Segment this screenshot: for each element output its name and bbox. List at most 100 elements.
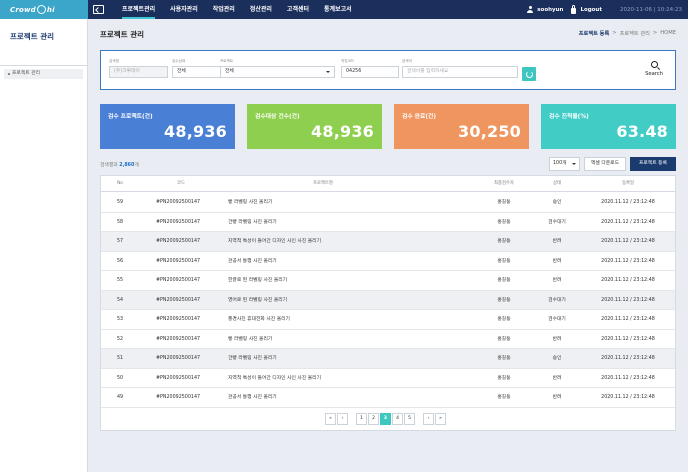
cell-status: 검수대기 bbox=[548, 317, 566, 322]
refresh-icon bbox=[525, 70, 533, 78]
search-label: Search bbox=[645, 71, 663, 77]
cell-owner: 홍길동 bbox=[497, 219, 511, 225]
cell-date: 2020.11.12 / 23:12:48 bbox=[601, 356, 655, 361]
keyword-input[interactable]: 검색어를 입력하세요 bbox=[402, 66, 518, 78]
first-page-button[interactable]: « bbox=[325, 413, 336, 425]
card-label: 검수 프로젝트(건) bbox=[108, 114, 153, 120]
breadcrumb-separator: > bbox=[612, 30, 617, 36]
cell-code: #PN20092500147 bbox=[156, 317, 201, 322]
table-row[interactable]: 52 #PN20092500147 빵 라벨링 사진 올리기 홍길동 반려 2020.11… bbox=[101, 330, 675, 349]
cell-owner: 홍길동 bbox=[497, 317, 511, 322]
cell-status: 반려 bbox=[552, 258, 562, 264]
page-button-3[interactable]: 3 bbox=[380, 413, 391, 425]
cell-owner: 홍길동 bbox=[497, 200, 511, 205]
page-button-5[interactable]: 5 bbox=[404, 413, 415, 425]
card-value: 48,936 bbox=[164, 122, 227, 141]
cell-date: 2020.11.12 / 23:12:48 bbox=[601, 258, 655, 264]
breadcrumb-home[interactable]: HOME bbox=[660, 30, 676, 36]
field-project: 프로젝트 전체 bbox=[220, 59, 335, 78]
card-label: 검수 완료(건) bbox=[402, 114, 436, 120]
nav-project-management[interactable]: 프로젝트관리 bbox=[122, 0, 156, 19]
cell-project-name: 빵 라벨링 사진 올리기 bbox=[228, 200, 273, 205]
menu-toggle-icon[interactable] bbox=[93, 5, 104, 14]
table-row[interactable]: 56 #PN20092500147 관공서 통행 사진 올리기 홍길동 반려 2020.1… bbox=[101, 252, 675, 271]
cell-date: 2020.11.12 / 23:12:48 bbox=[601, 297, 655, 303]
logo-text-left: Crowd bbox=[10, 5, 36, 14]
user-name[interactable]: soohyun bbox=[537, 6, 564, 13]
excel-download-button[interactable]: 엑셀 다운로드 bbox=[584, 157, 626, 171]
search-panel: 검색명 (주)크루데이 검수상태 전체 프로젝트 전체 작업코드 04256 검… bbox=[100, 50, 676, 90]
task-code-input[interactable]: 04256 bbox=[341, 66, 399, 78]
next-page-button[interactable]: › bbox=[423, 413, 434, 425]
review-status-value: 전체 bbox=[177, 69, 186, 74]
cell-date: 2020.11.12 / 23:12:48 bbox=[601, 375, 655, 381]
page-button-2[interactable]: 2 bbox=[368, 413, 379, 425]
lock-icon bbox=[571, 5, 577, 14]
table-row[interactable]: 51 #PN20092500147 건빵 라벨링 사진 올리기 홍길동 승인 2020.1… bbox=[101, 349, 675, 369]
project-select[interactable]: 전체 bbox=[220, 66, 335, 78]
cell-code: #PN20092500147 bbox=[156, 356, 201, 361]
project-table: No 코드 프로젝트명 최종검수자 상태 등록일 59 #PN2009250014… bbox=[100, 175, 676, 431]
card-value: 63.48 bbox=[616, 122, 668, 141]
page-button-4[interactable]: 4 bbox=[392, 413, 403, 425]
cell-owner: 홍길동 bbox=[497, 336, 511, 342]
search-icon bbox=[650, 61, 658, 68]
result-count-prefix: 검색결과 bbox=[100, 163, 118, 168]
last-page-button[interactable]: » bbox=[435, 413, 446, 425]
cell-project-name: 지역적 특성이 들어간 디자인 사인 사진 올리기 bbox=[228, 375, 322, 381]
column-header-code: 코드 bbox=[177, 181, 185, 186]
cell-date: 2020.11.12 / 23:12:48 bbox=[601, 317, 655, 322]
sidebar-item-project-management[interactable]: 프로젝트 관리 bbox=[4, 69, 83, 79]
project-register-button[interactable]: 프로젝트 등록 bbox=[630, 157, 676, 171]
sidebar-title: 프로젝트 관리 bbox=[0, 19, 87, 66]
nav-statistics-report[interactable]: 통계보고서 bbox=[324, 6, 352, 13]
cell-owner: 홍길동 bbox=[497, 375, 511, 381]
field-task-code: 작업코드 04256 bbox=[341, 59, 399, 78]
table-row[interactable]: 53 #PN20092500147 풍경사진 휴대전화 사진 올리기 홍길동 검수대기 2… bbox=[101, 310, 675, 330]
table-row[interactable]: 49 #PN20092500147 관공서 통행 사진 올리기 홍길동 반려 2020.1… bbox=[101, 388, 675, 408]
logo[interactable]: Crowd hi bbox=[0, 0, 88, 19]
field-label: 프로젝트 bbox=[220, 59, 234, 63]
field-label: 검색어 bbox=[402, 59, 412, 63]
cell-owner: 홍길동 bbox=[497, 239, 511, 244]
table-row[interactable]: 59 #PN20092500147 빵 라벨링 사진 올리기 홍길동 승인 2020.11… bbox=[101, 193, 675, 213]
prev-page-button[interactable]: ‹ bbox=[337, 413, 348, 425]
cell-date: 2020.11.12 / 23:12:48 bbox=[601, 200, 655, 205]
table-row[interactable]: 55 #PN20092500147 한글로 된 라벨링 사진 올리기 홍길동 반려 202… bbox=[101, 271, 675, 291]
cell-code: #PN20092500147 bbox=[156, 278, 201, 283]
page-button-1[interactable]: 1 bbox=[356, 413, 367, 425]
refresh-button[interactable] bbox=[522, 67, 536, 81]
breadcrumb-project-management[interactable]: 프로젝트 관리 bbox=[619, 31, 650, 37]
cell-no: 49 bbox=[116, 395, 124, 400]
cell-project-name: 지역적 특성이 들어간 디자인 사인 사진 올리기 bbox=[228, 239, 322, 244]
breadcrumb-project-register[interactable]: 프로젝트 등록 bbox=[578, 31, 610, 37]
column-header-owner: 최종검수자 bbox=[494, 181, 514, 186]
card-value: 30,250 bbox=[458, 122, 521, 141]
card-value: 48,936 bbox=[311, 122, 374, 141]
user-area: soohyun Logout 2020-11-06 | 10:24:23 bbox=[527, 0, 682, 19]
cell-owner: 홍길동 bbox=[497, 258, 511, 264]
logout-button[interactable]: Logout bbox=[580, 6, 602, 13]
search-button[interactable]: Search bbox=[643, 61, 665, 77]
logo-text-right: hi bbox=[46, 5, 55, 14]
nav-task-management[interactable]: 작업관리 bbox=[212, 6, 235, 13]
cell-date: 2020.11.12 / 23:12:48 bbox=[601, 395, 655, 400]
search-name-input: (주)크루데이 bbox=[109, 66, 168, 78]
table-row[interactable]: 57 #PN20092500147 지역적 특성이 들어간 디자인 사인 사진 올리… bbox=[101, 232, 675, 252]
card-label: 검수대상 건수(건) bbox=[255, 114, 300, 120]
cell-date: 2020.11.12 / 23:12:48 bbox=[601, 219, 655, 225]
breadcrumb-separator: > bbox=[652, 30, 658, 36]
table-row[interactable]: 54 #PN20092500147 영어로 된 라벨링 사진 올리기 홍길동 검수대기 2… bbox=[101, 290, 675, 310]
page-size-select[interactable]: 100개 bbox=[549, 157, 580, 171]
column-header-no: No bbox=[117, 181, 123, 186]
nav-customer-center[interactable]: 고객센터 bbox=[286, 6, 310, 13]
cell-no: 57 bbox=[116, 239, 124, 244]
table-row[interactable]: 58 #PN20092500147 건빵 라벨링 사진 올리기 홍길동 검수대기 2020… bbox=[101, 213, 675, 232]
cell-no: 50 bbox=[116, 375, 124, 381]
cell-project-name: 영어로 된 라벨링 사진 올리기 bbox=[228, 297, 288, 303]
table-row[interactable]: 50 #PN20092500147 지역적 특성이 들어간 디자인 사인 사진 올리… bbox=[101, 369, 675, 388]
nav-settlement[interactable]: 정산관리 bbox=[249, 6, 272, 13]
cell-no: 55 bbox=[116, 278, 124, 283]
card-review-targets: 검수대상 건수(건) 48,936 bbox=[247, 104, 382, 149]
nav-user-management[interactable]: 사용자관리 bbox=[170, 6, 198, 13]
